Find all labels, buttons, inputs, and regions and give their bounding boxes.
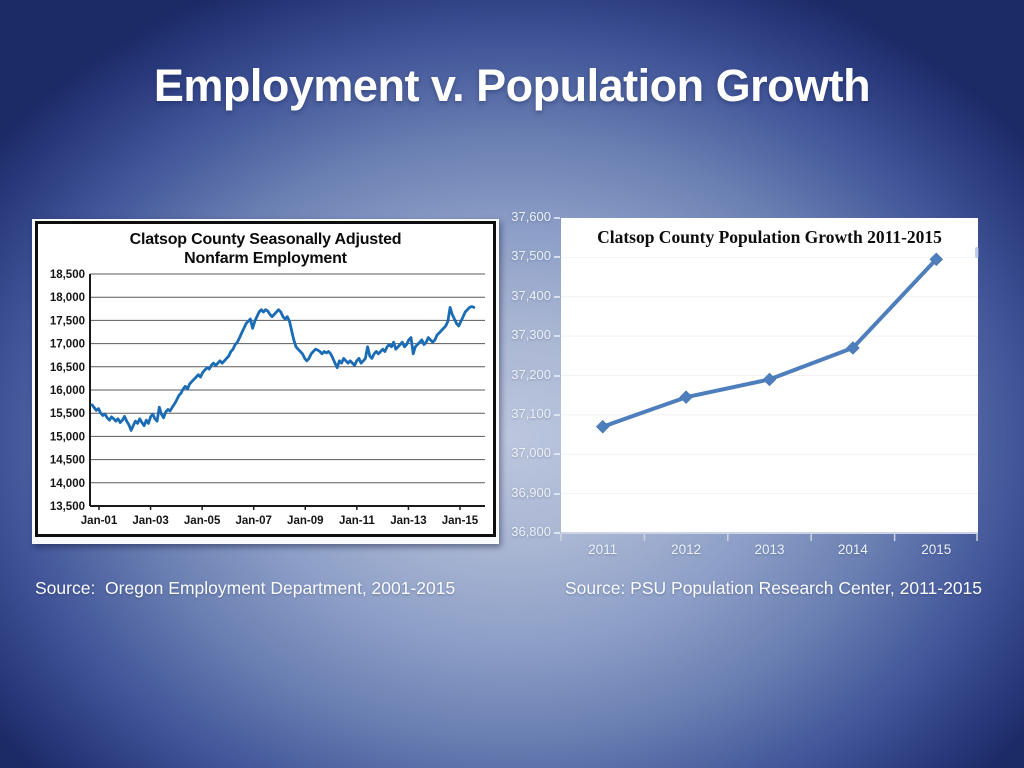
population-plot-area: Clatsop County Population Growth 2011-20… [561,218,979,533]
data-point-marker [929,252,944,267]
population-x-axis [560,532,978,541]
source-right-text: Source: PSU Population Research Center, … [565,578,983,598]
x-tick-label: Jan-09 [287,515,323,527]
y-tick-label: 37,600 [491,209,560,224]
employment-chart-frame: Clatsop County Seasonally Adjusted Nonfa… [35,221,496,537]
data-point-marker [846,341,860,355]
y-tick-label: 13,500 [50,501,85,513]
x-tick-label: 2011 [588,542,618,557]
y-tick-label: 17,500 [50,315,85,327]
x-tick-label: Jan-07 [235,515,271,527]
x-tick-label: Jan-15 [442,515,479,527]
x-tick-label: Jan-13 [390,515,426,527]
x-tick-label: Jan-03 [132,515,168,527]
x-tick-label: 2013 [754,542,785,557]
population-series-line [600,257,939,429]
y-tick-label: 14,000 [50,478,85,490]
data-point-marker [595,419,610,434]
data-point-marker [679,390,693,405]
employment-chart-plot: 18,500 18,000 17,500 17,000 16,500 16,000 15,5… [50,269,485,527]
y-tick-label: 18,000 [50,292,85,304]
y-tick-label: 37,100 [491,406,560,421]
y-tick-label: 15,000 [50,431,85,443]
population-series-svg [561,252,978,533]
data-point-marker [762,372,777,387]
y-tick-label: 36,800 [491,524,560,539]
y-tick-label: 37,500 [491,248,560,263]
x-tick-label: 2012 [671,542,702,557]
x-tick-label: 2015 [921,542,952,557]
y-tick-label: 37,300 [491,327,560,342]
y-tick-label: 37,400 [491,288,560,303]
employment-series-line [90,305,476,432]
y-tick-label: 37,200 [491,367,560,382]
population-y-axis-labels: 37,600 37,500 37,400 37,300 37,200 37,100 37,0… [505,209,560,550]
x-tick-label: Jan-05 [184,515,221,527]
y-tick-label: 16,500 [50,362,85,374]
clipped-legend-artifact [975,247,979,258]
population-chart: 37,600 37,500 37,400 37,300 37,200 37,100 37,0… [505,209,1017,572]
y-tick-label: 17,000 [50,339,85,351]
y-tick-label: 18,500 [50,269,85,281]
y-tick-label: 14,500 [50,455,85,467]
y-tick-label: 16,000 [50,385,85,397]
y-tick-label: 15,500 [50,408,85,420]
slide-title: Employment v. Population Growth [153,60,871,111]
x-tick-label: Jan-01 [81,515,118,527]
employment-chart-title: Clatsop County Seasonally Adjusted Nonfa… [129,231,402,267]
x-tick-label: 2014 [837,542,868,557]
source-left-text: Source: Oregon Employment Department, 20… [35,578,456,598]
y-tick-label: 36,900 [491,485,560,500]
x-tick-label: Jan-11 [339,515,375,527]
employment-chart: Clatsop County Seasonally Adjusted Nonfa… [32,219,499,544]
y-tick-label: 37,000 [491,445,560,460]
population-chart-title: Clatsop County Population Growth 2011-20… [597,227,942,247]
